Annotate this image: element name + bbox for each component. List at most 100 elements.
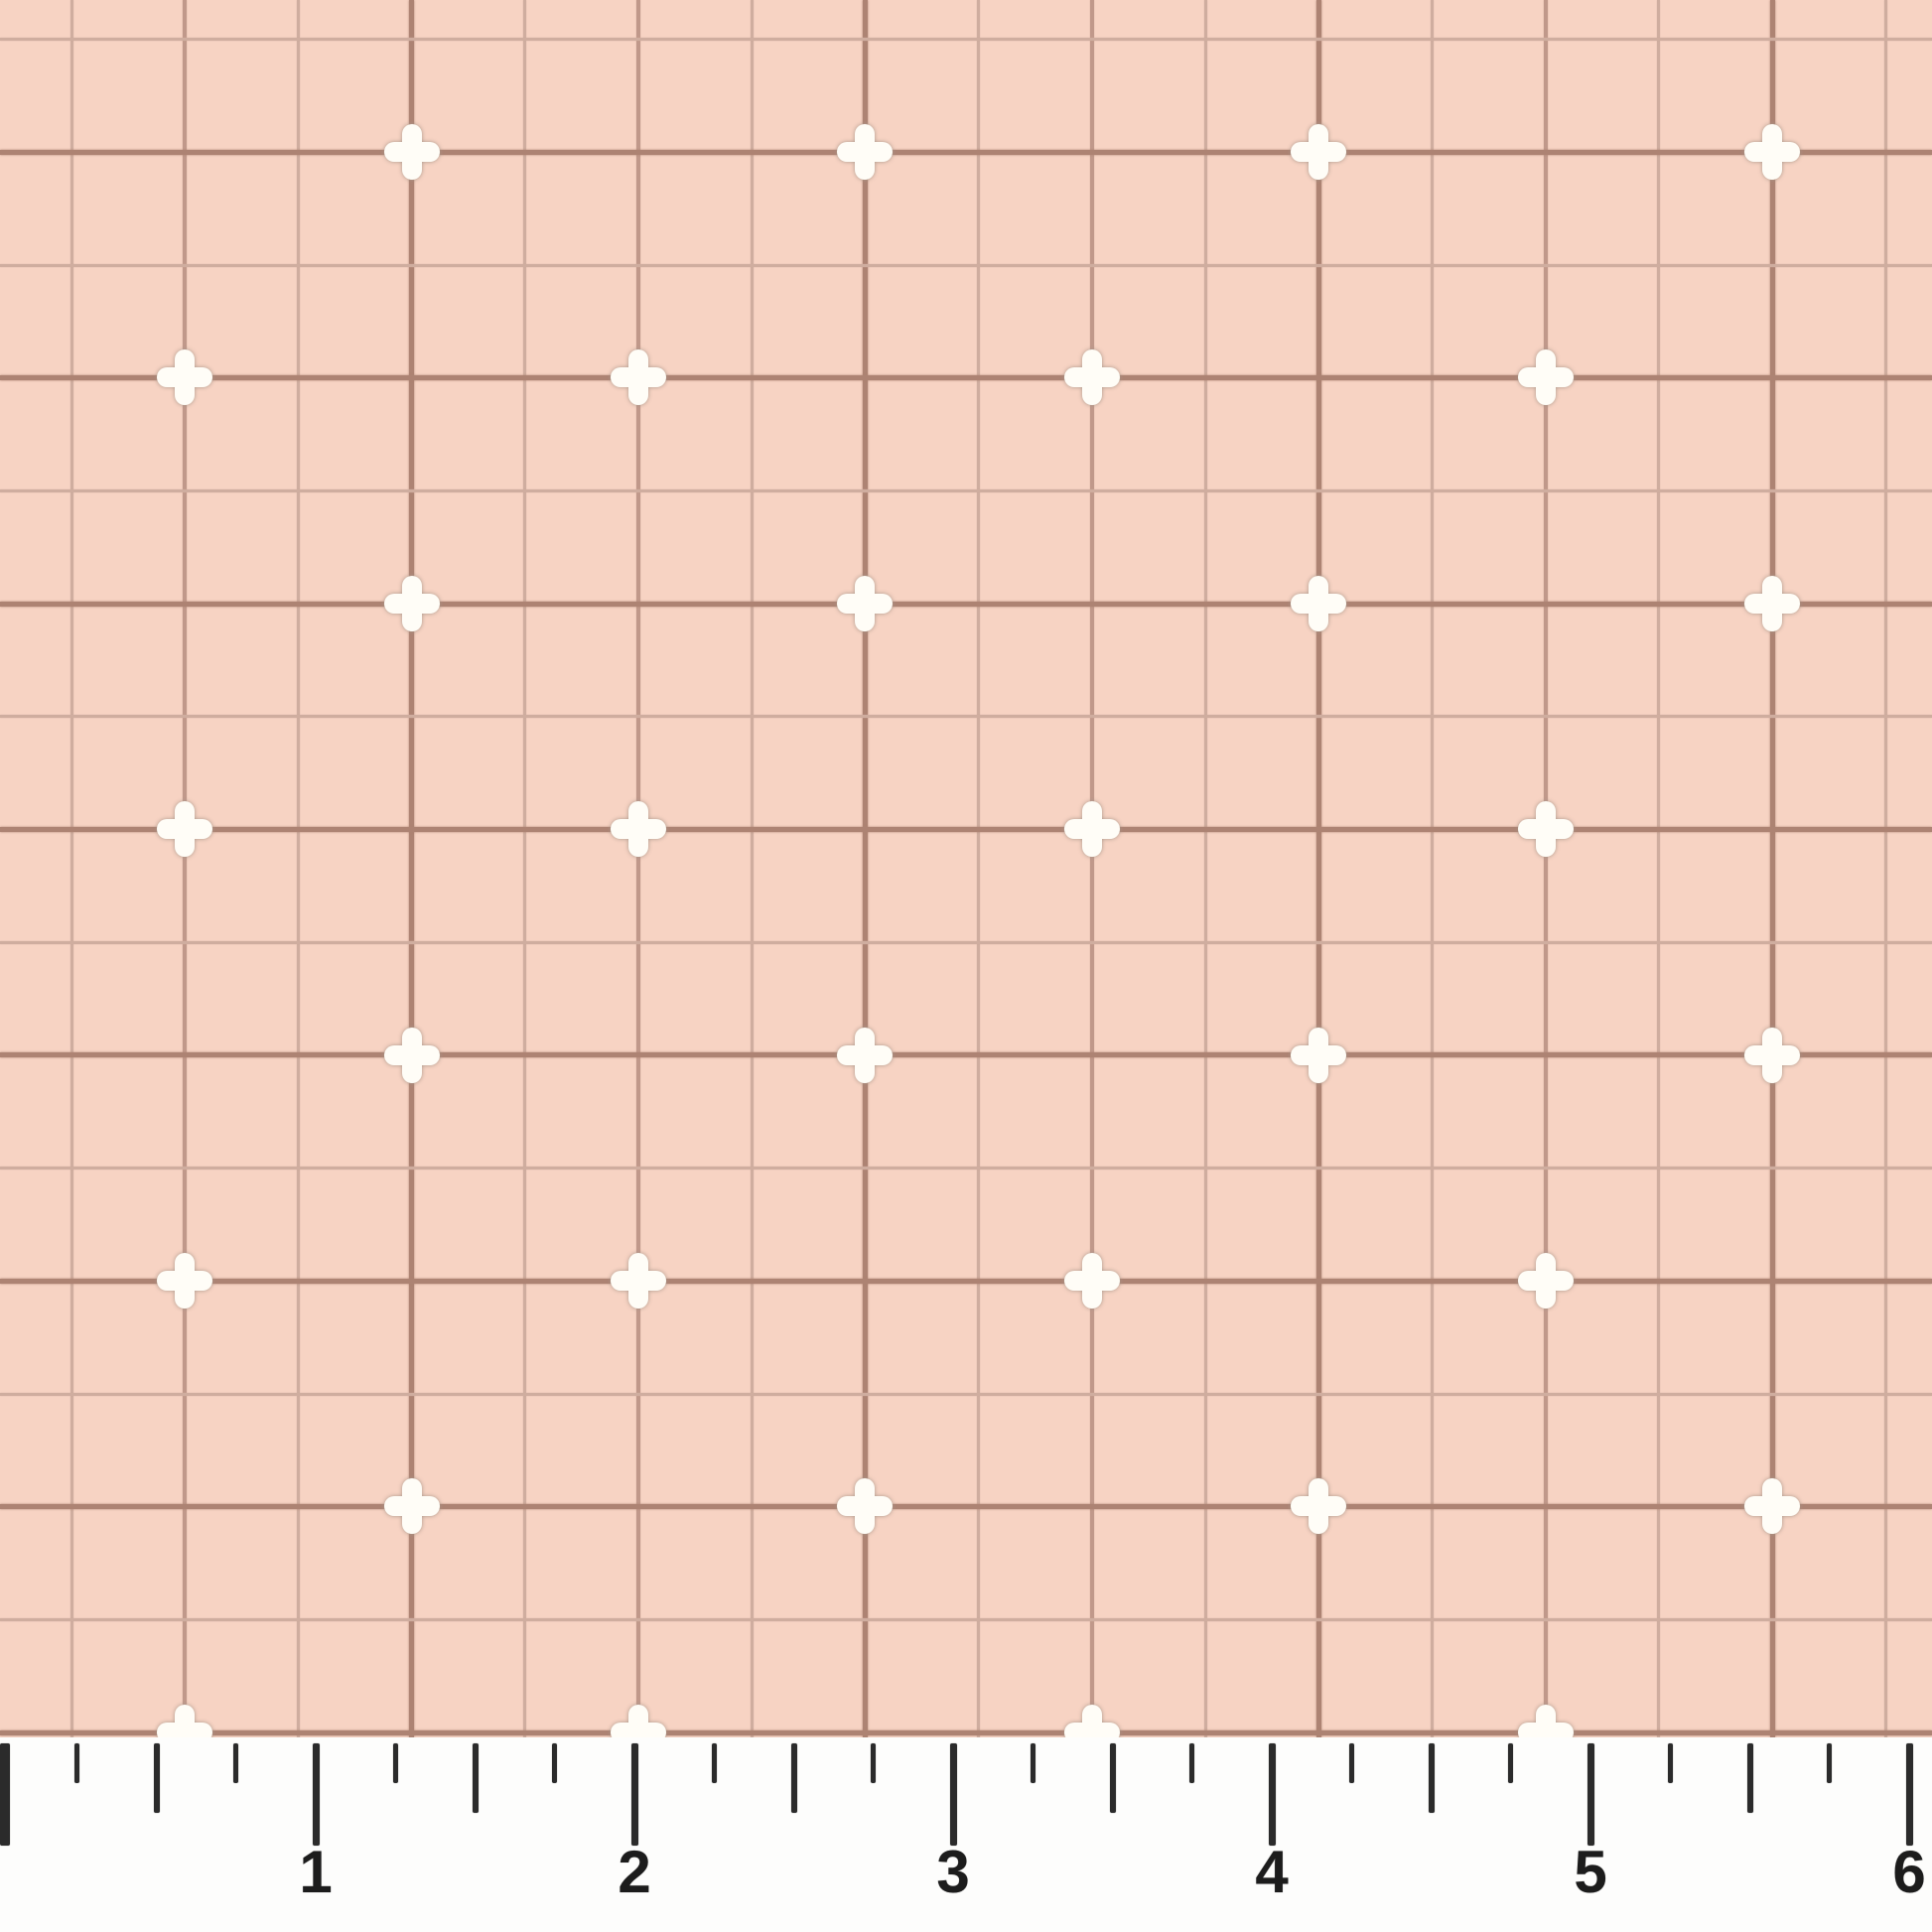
cross-horizontal-arm: [837, 593, 894, 614]
quatrefoil-cross-motif: [1063, 801, 1120, 858]
quatrefoil-cross-motif: [383, 1027, 440, 1083]
quatrefoil-cross-motif: [837, 1027, 894, 1083]
cross-horizontal-arm: [157, 367, 213, 388]
ruler-tick-inch: [1587, 1743, 1594, 1846]
quatrefoil-cross-motif: [1517, 801, 1574, 858]
quatrefoil-cross-motif: [837, 575, 894, 631]
ruler-number: 6: [1892, 1839, 1926, 1905]
quatrefoil-cross-motif: [1744, 1027, 1800, 1083]
quatrefoil-cross-motif: [1291, 575, 1347, 631]
grid-line-horizontal: [0, 827, 1932, 832]
quatrefoil-cross-motif: [1744, 124, 1800, 180]
ruler-tick-quarter: [1189, 1743, 1195, 1783]
ruler-tick-quarter: [1508, 1743, 1514, 1783]
cross-horizontal-arm: [1744, 593, 1800, 614]
ruler-tick-inch: [0, 1743, 10, 1846]
cross-horizontal-arm: [1517, 1271, 1574, 1291]
quatrefoil-cross-motif: [383, 124, 440, 180]
grid-line-horizontal: [0, 263, 1932, 267]
quatrefoil-cross-motif: [611, 349, 666, 406]
ruler-tick-half: [472, 1743, 479, 1813]
ruler-tick-quarter: [1667, 1743, 1673, 1783]
cross-horizontal-arm: [383, 1496, 440, 1517]
grid-line-horizontal: [0, 1167, 1932, 1171]
quatrefoil-cross-motif: [1063, 1253, 1120, 1309]
grid-line-vertical: [862, 0, 868, 1737]
quatrefoil-cross-motif: [837, 1478, 894, 1535]
ruler-tick-quarter: [392, 1743, 398, 1783]
quatrefoil-cross-motif: [157, 1704, 213, 1737]
quatrefoil-cross-motif: [1291, 124, 1347, 180]
ruler-tick-quarter: [1030, 1743, 1035, 1783]
grid-line-vertical: [523, 0, 527, 1737]
plaid-grid: [0, 0, 1932, 1737]
ruler-tick-half: [1746, 1743, 1753, 1813]
grid-line-horizontal: [0, 149, 1932, 155]
ruler-tick-inch: [1268, 1743, 1276, 1846]
ruler-tick-half: [1428, 1743, 1435, 1813]
ruler-number: 5: [1574, 1839, 1607, 1905]
cross-horizontal-arm: [1517, 367, 1574, 388]
cross-horizontal-arm: [1744, 142, 1800, 162]
quatrefoil-motif-layer: [157, 124, 1800, 1737]
grid-line-vertical: [1315, 0, 1321, 1737]
quatrefoil-cross-motif: [157, 801, 213, 858]
fabric-area: [0, 0, 1932, 1739]
grid-line-vertical: [1769, 0, 1775, 1737]
cross-horizontal-arm: [1063, 1722, 1120, 1737]
cross-horizontal-arm: [837, 1044, 894, 1065]
grid-line-vertical: [1430, 0, 1434, 1737]
ruler-tick-quarter: [1348, 1743, 1354, 1783]
cross-horizontal-arm: [1517, 1722, 1574, 1737]
quatrefoil-cross-motif: [1744, 575, 1800, 631]
cross-horizontal-arm: [837, 1496, 894, 1517]
grid-line-vertical: [409, 0, 415, 1737]
grid-line-vertical: [296, 0, 300, 1737]
quatrefoil-cross-motif: [1063, 349, 1120, 406]
grid-line-horizontal: [0, 1052, 1932, 1058]
cross-horizontal-arm: [1063, 367, 1120, 388]
ruler-tick-half: [153, 1743, 160, 1813]
ruler-tick-half: [790, 1743, 797, 1813]
cross-horizontal-arm: [611, 1722, 666, 1737]
grid-line-vertical: [977, 0, 981, 1737]
grid-line-horizontal: [0, 1504, 1932, 1510]
cross-horizontal-arm: [611, 819, 666, 840]
grid-line-vertical: [1543, 0, 1548, 1737]
grid-line-vertical: [1657, 0, 1661, 1737]
grid-line-horizontal: [0, 601, 1932, 607]
ruler-tick-inch: [312, 1743, 320, 1846]
grid-line-vertical: [1203, 0, 1207, 1737]
quatrefoil-cross-motif: [157, 349, 213, 406]
grid-line-vertical: [69, 0, 73, 1737]
quatrefoil-cross-motif: [1744, 1478, 1800, 1535]
ruler-number: 4: [1255, 1839, 1289, 1905]
quatrefoil-cross-motif: [611, 1253, 666, 1309]
quatrefoil-cross-motif: [1517, 349, 1574, 406]
quatrefoil-cross-motif: [1291, 1027, 1347, 1083]
cross-horizontal-arm: [837, 142, 894, 162]
quatrefoil-cross-motif: [1517, 1704, 1574, 1737]
cross-horizontal-arm: [1291, 142, 1347, 162]
ruler-tick-half: [1109, 1743, 1116, 1813]
cross-horizontal-arm: [157, 1722, 213, 1737]
cross-horizontal-arm: [1291, 1044, 1347, 1065]
ruler-tick-quarter: [711, 1743, 717, 1783]
ruler-tick-quarter: [552, 1743, 558, 1783]
grid-line-horizontal: [0, 1617, 1932, 1621]
quatrefoil-cross-motif: [611, 801, 666, 858]
grid-line-horizontal: [0, 940, 1932, 944]
cross-horizontal-arm: [157, 819, 213, 840]
cross-horizontal-arm: [383, 593, 440, 614]
grid-line-horizontal: [0, 488, 1932, 492]
cross-horizontal-arm: [157, 1271, 213, 1291]
cross-horizontal-arm: [1063, 1271, 1120, 1291]
ruler-number: 2: [618, 1839, 651, 1905]
grid-line-vertical: [1089, 0, 1094, 1737]
cross-horizontal-arm: [611, 1271, 666, 1291]
grid-line-vertical: [636, 0, 640, 1737]
cross-horizontal-arm: [611, 367, 666, 388]
cross-horizontal-arm: [1517, 819, 1574, 840]
quatrefoil-cross-motif: [1291, 1478, 1347, 1535]
